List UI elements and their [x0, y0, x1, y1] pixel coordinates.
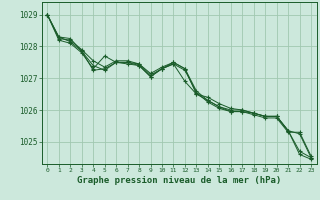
X-axis label: Graphe pression niveau de la mer (hPa): Graphe pression niveau de la mer (hPa) [77, 176, 281, 185]
